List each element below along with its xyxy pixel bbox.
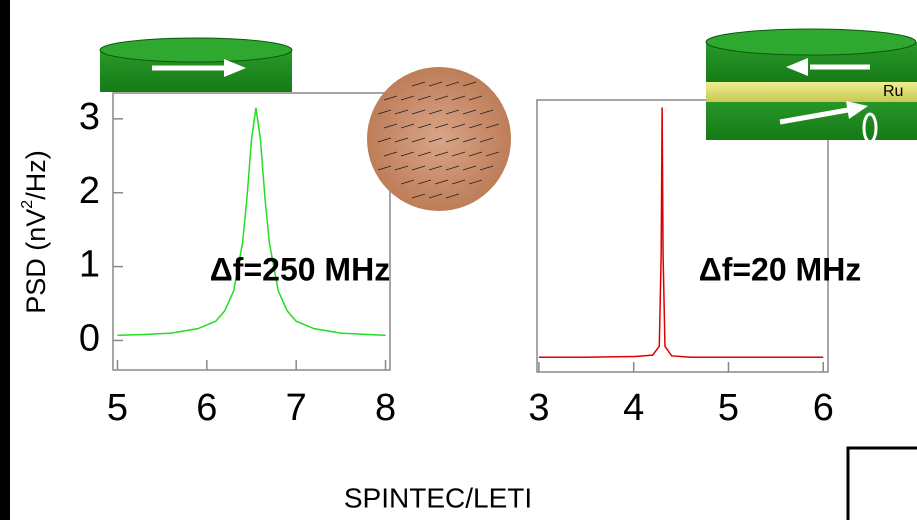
spectrum bbox=[538, 107, 824, 359]
m-arrow bbox=[434, 151, 449, 157]
credit: SPINTEC/LETI bbox=[344, 482, 532, 513]
y-axis-label: PSD (nV2/Hz) bbox=[19, 150, 51, 313]
linewidth-annotation: Δf=250 MHz bbox=[210, 251, 390, 287]
m-arrow bbox=[394, 137, 409, 143]
x-tick-label: 8 bbox=[375, 387, 396, 429]
m-arrow bbox=[451, 179, 466, 185]
m-arrow bbox=[468, 179, 483, 185]
m-arrow bbox=[417, 179, 432, 185]
m-arrow bbox=[417, 151, 432, 157]
m-arrow bbox=[400, 179, 415, 185]
plot-frame bbox=[536, 99, 829, 373]
m-arrow bbox=[462, 81, 477, 87]
arrow-head bbox=[846, 101, 868, 119]
m-arrow bbox=[468, 95, 483, 101]
m-arrow bbox=[445, 165, 460, 171]
m-arrow bbox=[451, 123, 466, 129]
x-tick-label: 6 bbox=[813, 387, 834, 429]
x-tick-label: 3 bbox=[528, 387, 549, 429]
m-arrow bbox=[428, 193, 443, 199]
disk-top bbox=[99, 37, 293, 63]
m-arrow bbox=[428, 137, 443, 143]
m-arrow bbox=[445, 109, 460, 115]
x-tick-label: 7 bbox=[286, 387, 307, 429]
m-arrow bbox=[462, 165, 477, 171]
m-arrow bbox=[411, 137, 426, 143]
free-layer-disk bbox=[99, 37, 293, 92]
left-border bbox=[0, 0, 10, 520]
m-arrow bbox=[479, 109, 494, 115]
m-arrow bbox=[434, 95, 449, 101]
m-arrow bbox=[417, 123, 432, 129]
m-arrow bbox=[417, 95, 432, 101]
m-arrow bbox=[434, 179, 449, 185]
y-tick-label: 0 bbox=[79, 317, 100, 359]
y-tick-label: 3 bbox=[79, 96, 100, 138]
plot-frame bbox=[112, 92, 391, 371]
m-arrow bbox=[428, 81, 443, 87]
m-arrow bbox=[468, 123, 483, 129]
m-arrow bbox=[428, 165, 443, 171]
arrow-head bbox=[786, 58, 808, 76]
m-arrow bbox=[377, 109, 392, 115]
m-arrow bbox=[411, 165, 426, 171]
m-arrow bbox=[411, 109, 426, 115]
corner-box bbox=[846, 446, 917, 520]
m-arrow bbox=[485, 123, 500, 129]
m-arrow bbox=[400, 95, 415, 101]
saf-stack: Ru bbox=[705, 28, 917, 144]
m-arrow bbox=[462, 109, 477, 115]
x-tick-label: 5 bbox=[107, 387, 128, 429]
m-arrow bbox=[428, 109, 443, 115]
y-label-text: PSD (nV bbox=[21, 209, 51, 314]
m-arrow bbox=[485, 151, 500, 157]
ru-label: Ru bbox=[883, 83, 903, 100]
arrow bbox=[779, 107, 849, 125]
ru-layer bbox=[706, 80, 917, 102]
m-arrow bbox=[451, 151, 466, 157]
m-arrow bbox=[411, 81, 426, 87]
m-arrow bbox=[479, 165, 494, 171]
y-label-sup: 2 bbox=[19, 200, 36, 209]
m-arrow bbox=[377, 165, 392, 171]
m-arrow bbox=[462, 137, 477, 143]
spectrum bbox=[117, 107, 386, 337]
linewidth-annotation: Δf=20 MHz bbox=[699, 251, 862, 287]
y-tick-label: 2 bbox=[79, 170, 100, 212]
m-arrow bbox=[383, 95, 398, 101]
m-arrow bbox=[400, 123, 415, 129]
x-tick-label: 6 bbox=[196, 387, 217, 429]
x-tick-label: 4 bbox=[623, 387, 644, 429]
m-arrow bbox=[377, 137, 392, 143]
m-arrow bbox=[400, 151, 415, 157]
m-arrow bbox=[479, 137, 494, 143]
magnetization-map bbox=[367, 67, 511, 211]
m-arrow bbox=[468, 151, 483, 157]
m-arrow bbox=[394, 165, 409, 171]
m-arrow bbox=[445, 137, 460, 143]
m-arrow bbox=[445, 193, 460, 199]
y-tick-label: 1 bbox=[79, 244, 100, 286]
m-arrow bbox=[383, 151, 398, 157]
x-tick-label: 5 bbox=[718, 387, 739, 429]
m-arrow bbox=[411, 193, 426, 199]
arrow-head bbox=[224, 59, 246, 77]
stack-top bbox=[705, 28, 917, 56]
m-arrow bbox=[445, 81, 460, 87]
m-arrow bbox=[451, 95, 466, 101]
m-arrow bbox=[394, 109, 409, 115]
m-arrow bbox=[383, 123, 398, 129]
y-label-end: /Hz) bbox=[21, 150, 51, 200]
m-arrow bbox=[434, 123, 449, 129]
precession bbox=[862, 112, 878, 144]
